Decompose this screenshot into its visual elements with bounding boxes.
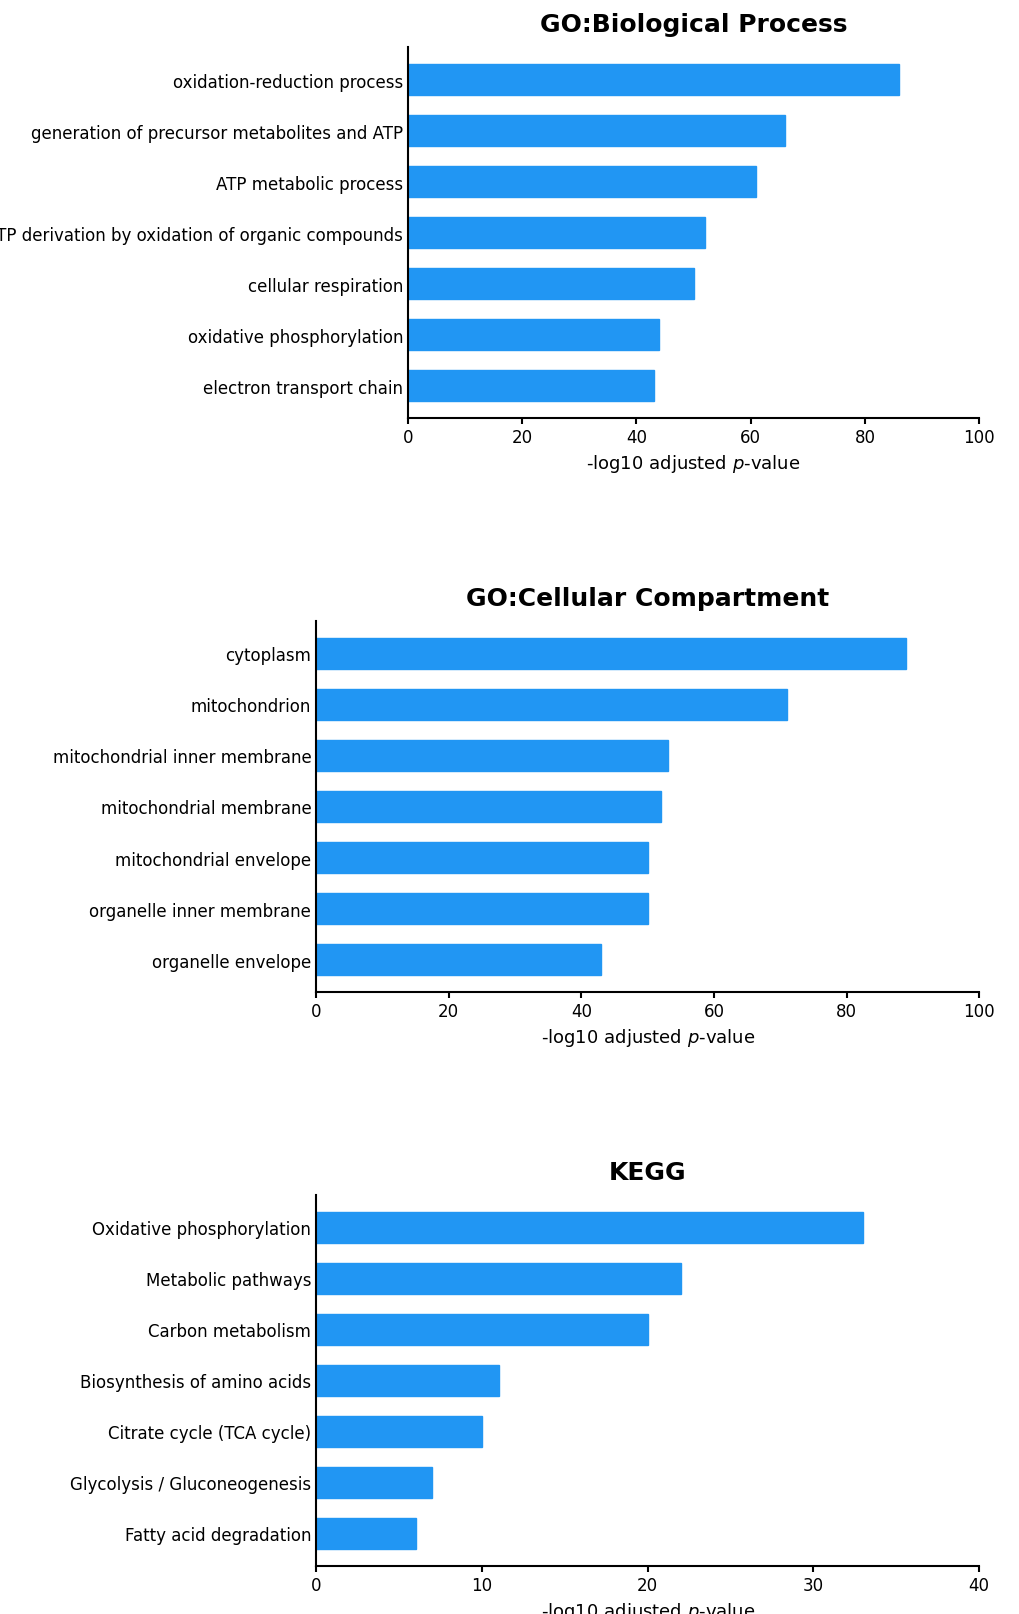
Bar [316,639,905,670]
Bar [408,65,899,95]
Bar [316,1365,498,1396]
Bar [408,218,704,249]
Title: GO:Biological Process: GO:Biological Process [539,13,847,37]
Bar [316,1314,647,1344]
Bar [316,689,787,720]
Bar [316,1519,416,1549]
Bar [316,1264,681,1294]
Bar [316,894,647,925]
Bar [316,792,660,822]
Bar [408,270,693,300]
Bar [316,1467,432,1498]
Title: KEGG: KEGG [608,1160,686,1185]
Bar [408,371,653,402]
Title: GO:Cellular Compartment: GO:Cellular Compartment [466,586,828,610]
Bar [316,741,667,771]
Bar [316,944,601,975]
Bar [316,1212,862,1243]
X-axis label: -log10 adjusted $\it{p}$-value: -log10 adjusted $\it{p}$-value [540,1599,754,1614]
X-axis label: -log10 adjusted $\it{p}$-value: -log10 adjusted $\it{p}$-value [586,452,800,475]
Bar [408,168,756,199]
X-axis label: -log10 adjusted $\it{p}$-value: -log10 adjusted $\it{p}$-value [540,1027,754,1047]
Bar [408,320,658,350]
Bar [316,1415,482,1446]
Bar [408,116,785,147]
Bar [316,843,647,873]
